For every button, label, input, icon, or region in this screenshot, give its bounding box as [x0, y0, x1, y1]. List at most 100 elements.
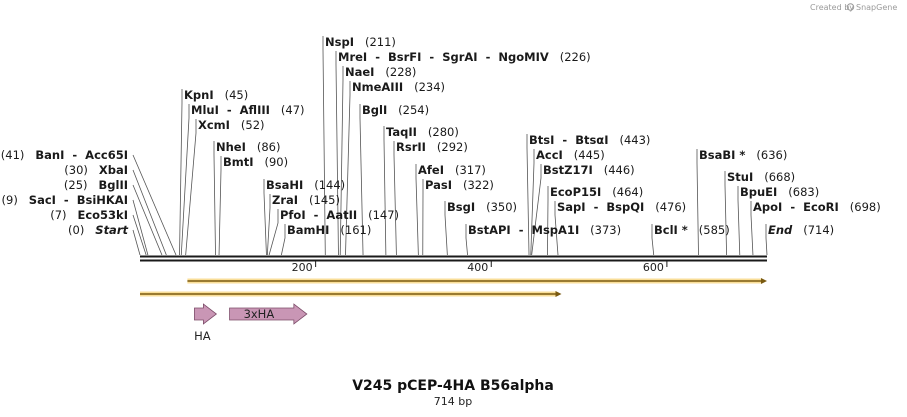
ruler-tick-label: 400	[467, 261, 488, 274]
restriction-site-label: XcmI (52)	[198, 118, 265, 132]
site-leader-line	[737, 186, 741, 256]
feature-3xha: 3xHA	[229, 303, 308, 325]
restriction-site-label: BsaHI (144)	[266, 178, 345, 192]
site-leader-line	[383, 126, 387, 256]
site-labels: NspI (211)MreI - BsrFI - SgrAI - NgoMIV …	[1, 35, 881, 237]
site-leader-line	[444, 201, 448, 256]
restriction-site-label: SapI - BspQI (476)	[557, 200, 686, 214]
orf-arrowhead	[761, 278, 767, 284]
site-label-part: BsrFI	[388, 50, 421, 64]
site-leader-line	[185, 119, 197, 256]
site-label-part: PfoI	[280, 208, 306, 222]
snapgene-logo: SnapGene	[846, 3, 897, 12]
site-label-part: -	[219, 103, 240, 117]
restriction-site-label: NspI (211)	[325, 35, 396, 49]
site-label-part: BsaBI *	[699, 148, 745, 162]
restriction-site-label: TaqII (280)	[386, 125, 459, 139]
site-leader-line	[526, 134, 530, 256]
site-label-part: SapI	[557, 200, 586, 214]
site-label-part: NheI	[216, 140, 246, 154]
brand-text: SnapGene	[856, 3, 897, 12]
site-label-part: -	[64, 148, 85, 162]
restriction-site-label: (0) Start	[68, 223, 128, 237]
restriction-site-label: NheI (86)	[216, 140, 280, 154]
site-label-part: (41)	[1, 148, 36, 162]
site-label-part: BmtI	[223, 155, 254, 169]
site-label-part: (147)	[357, 208, 399, 222]
site-label-part: BanI	[35, 148, 64, 162]
restriction-site-label: NmeAIII (234)	[352, 80, 445, 94]
restriction-site-label: NaeI (228)	[345, 65, 416, 79]
site-label-part: BspQI	[606, 200, 644, 214]
site-label-part: AfeI	[418, 163, 444, 177]
feature-label: HA	[194, 329, 211, 343]
site-leader-line	[179, 89, 183, 256]
restriction-site-label: BstAPI - MspA1I (373)	[468, 223, 621, 237]
site-label-part: (636)	[745, 148, 787, 162]
site-label-part: (585)	[688, 223, 730, 237]
restriction-site-label: BsaBI * (636)	[699, 148, 787, 162]
site-label-part: -	[56, 193, 77, 207]
site-label-part: EcoRI	[803, 200, 839, 214]
site-label-part: (145)	[298, 193, 340, 207]
ruler-tick-label: 600	[643, 261, 664, 274]
site-leader-line	[322, 36, 326, 256]
site-label-part: BsaHI	[266, 178, 303, 192]
site-label-part: BtsαI	[575, 133, 608, 147]
site-leader-line	[132, 154, 177, 256]
site-label-part: (254)	[387, 103, 429, 117]
feature-arrow	[194, 303, 218, 325]
site-leader-line	[180, 104, 190, 256]
restriction-site-label: BtsI - BtsαI (443)	[529, 133, 650, 147]
restriction-site-label: (30) XbaI	[64, 163, 128, 177]
site-leader-line	[280, 224, 286, 256]
site-label-part: PasI	[425, 178, 452, 192]
site-leader-line	[218, 156, 222, 256]
site-label-part: (317)	[444, 163, 486, 177]
restriction-site-label: (7) Eco53kI	[50, 208, 128, 222]
site-label-part: NspI	[325, 35, 354, 49]
site-label-part: (0)	[68, 223, 95, 237]
site-label-part: (90)	[254, 155, 289, 169]
feature-ha: HA	[194, 303, 218, 343]
credit-text: Created by	[810, 3, 854, 12]
backbone	[140, 255, 767, 262]
site-label-part: (25)	[64, 178, 99, 192]
site-leader-line	[339, 66, 344, 256]
site-label-part: SgrAI	[442, 50, 477, 64]
feature-arrow	[229, 303, 308, 325]
restriction-site-label: PfoI - AatII (147)	[280, 208, 399, 222]
site-label-part: -	[421, 50, 442, 64]
site-label-part: BamHI	[287, 223, 329, 237]
site-leader-line	[132, 214, 147, 256]
snapgene-logo-icon	[846, 3, 855, 11]
site-label-part: (7)	[50, 208, 77, 222]
site-label-part: -	[782, 200, 803, 214]
restriction-site-label: (9) SacI - BsiHKAI	[2, 193, 128, 207]
site-label-part: (292)	[426, 140, 468, 154]
restriction-site-label: End (714)	[768, 223, 834, 237]
site-leader-line	[263, 179, 267, 256]
site-label-part: (30)	[64, 163, 99, 177]
site-label-part: ApoI	[753, 200, 782, 214]
restriction-site-label: MreI - BsrFI - SgrAI - NgoMIV (226)	[338, 50, 591, 64]
site-label-part: (161)	[329, 223, 371, 237]
site-leader-line	[554, 201, 559, 256]
site-label-part: (86)	[246, 140, 281, 154]
site-label-part: AatII	[326, 208, 357, 222]
site-label-part: NaeI	[345, 65, 374, 79]
site-label-part: Start	[95, 223, 128, 237]
restriction-site-label: AfeI (317)	[418, 163, 486, 177]
site-label-part: (228)	[374, 65, 416, 79]
site-leader-lines	[132, 36, 768, 256]
ruler-tick-label: 200	[292, 261, 313, 274]
restriction-site-label: PasI (322)	[425, 178, 494, 192]
site-label-part: (45)	[214, 88, 249, 102]
site-leader-line	[132, 229, 141, 256]
site-label-part: (226)	[549, 50, 591, 64]
restriction-site-label: AccI (445)	[536, 148, 605, 162]
site-label-part: XbaI	[99, 163, 128, 177]
site-label-part: (446)	[593, 163, 635, 177]
site-leader-line	[268, 209, 279, 256]
